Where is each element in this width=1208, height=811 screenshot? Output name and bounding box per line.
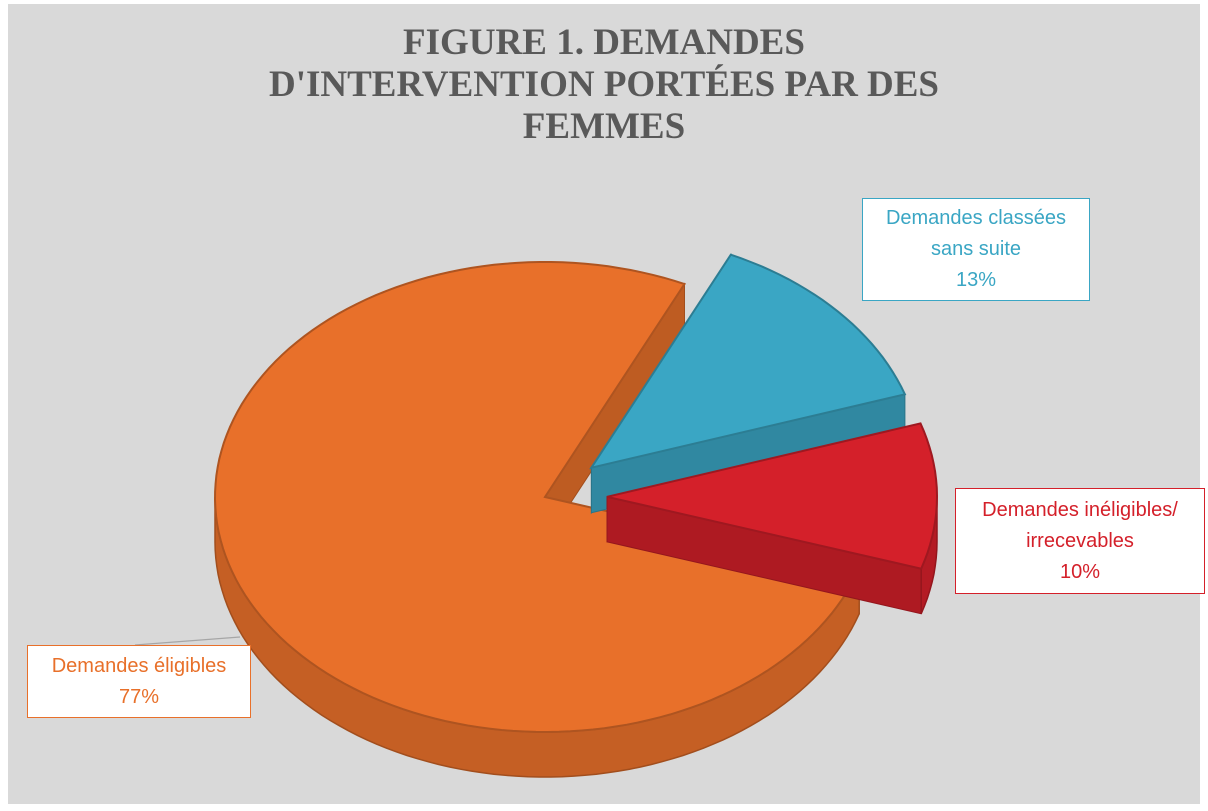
category-label: Demandes éligibles: [51, 654, 227, 677]
slice: [606, 422, 939, 570]
chart-title: FIGURE 1. DEMANDES D'INTERVENTION PORTÉE…: [268, 22, 940, 147]
data-label: Demandes inéligibles/ irrecevables 10%: [955, 488, 1205, 594]
category-label: Demandes inéligibles/ irrecevables: [982, 498, 1178, 552]
slice: [213, 261, 861, 734]
data-label: Demandes éligibles 77%: [27, 645, 251, 718]
leader-line: [134, 636, 241, 646]
value-label: 77%: [118, 685, 160, 708]
value-label: 10%: [1059, 560, 1101, 583]
value-label: 13%: [955, 269, 997, 291]
category-label: Demandes classées sans suite: [885, 207, 1067, 260]
slice: [589, 253, 907, 470]
data-label: Demandes classées sans suite 13%: [862, 198, 1090, 301]
